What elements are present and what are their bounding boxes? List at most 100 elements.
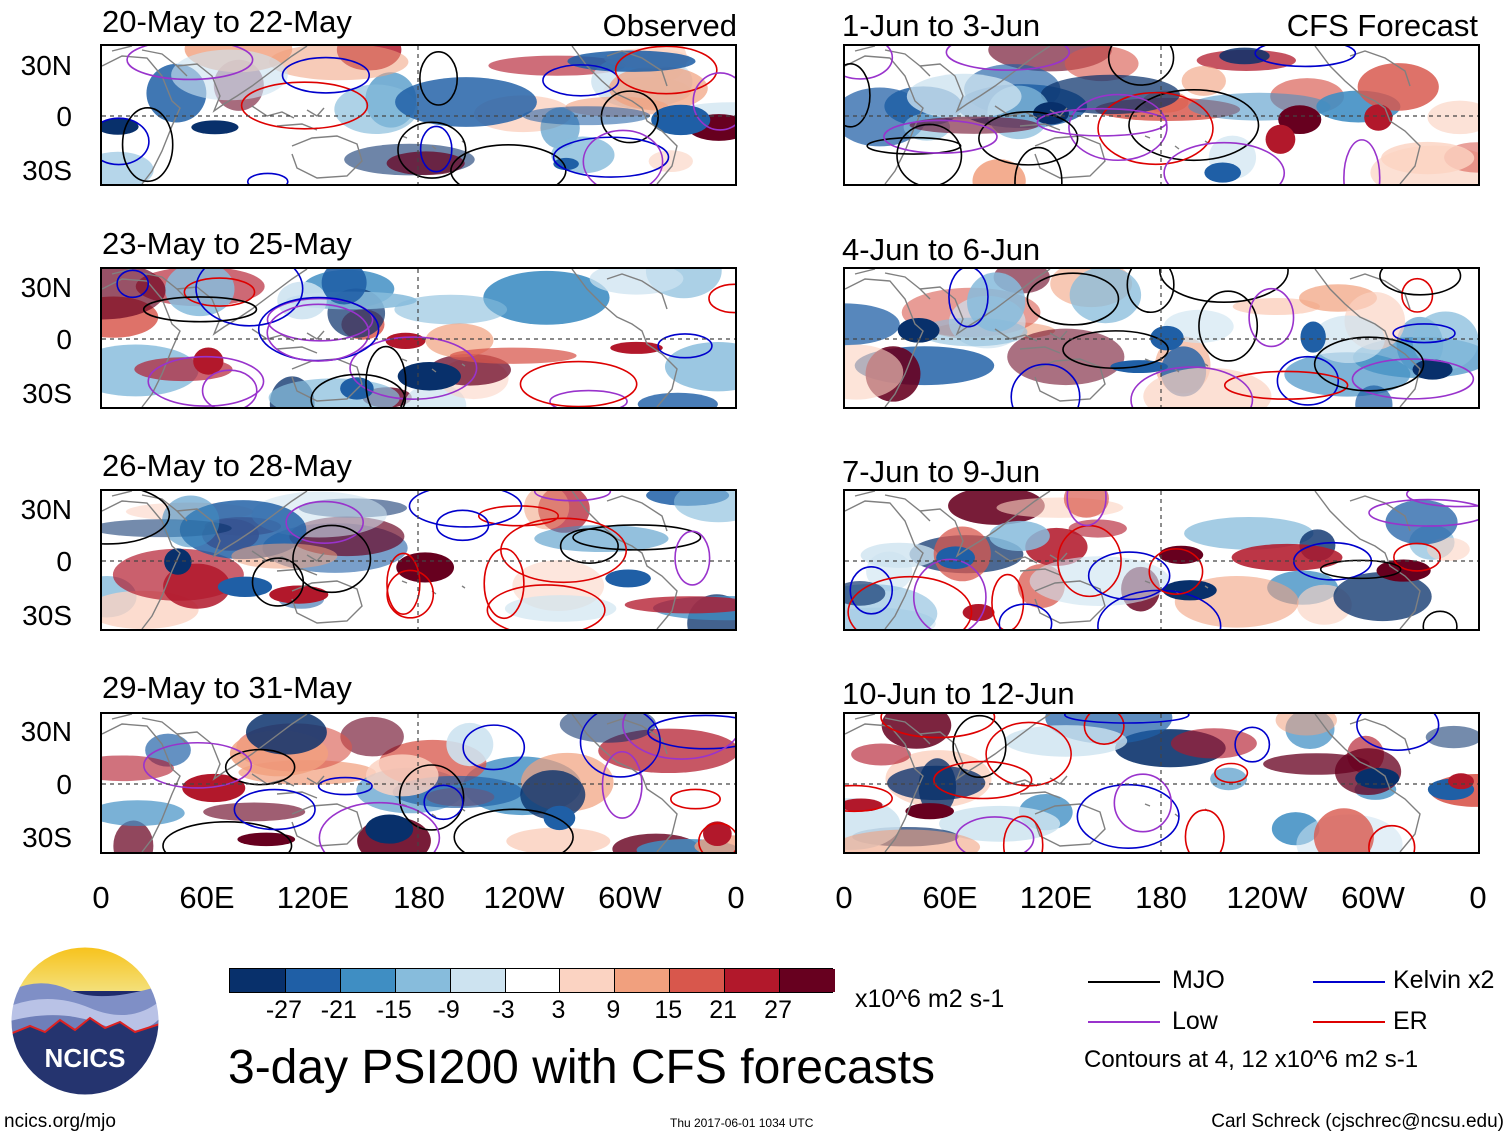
contour-line — [880, 714, 996, 739]
contour-line — [162, 821, 293, 852]
map-panel-forecast-2 — [843, 267, 1480, 409]
anomaly-core — [1204, 162, 1242, 183]
contour-line — [674, 530, 711, 586]
legend-er-label: ER — [1393, 1007, 1428, 1035]
anomaly-blob — [851, 743, 911, 766]
panel-title: 10-Jun to 12-Jun — [842, 676, 1075, 711]
colorbar-tick-label: -3 — [492, 996, 515, 1024]
anomaly-blob — [161, 495, 220, 548]
contour-line — [1393, 542, 1442, 572]
contour-line — [582, 129, 664, 184]
lon-label: 0 — [92, 880, 110, 915]
lat-label: 0 — [56, 546, 72, 577]
contour-line — [657, 333, 713, 359]
contour-line — [998, 603, 1053, 629]
anomaly-blob — [559, 714, 657, 743]
contour-line — [1254, 46, 1357, 68]
anomaly-core — [385, 332, 426, 350]
anomaly-blob — [972, 159, 1026, 184]
colorbar-swatch — [339, 969, 397, 992]
colorbar-tick-label: -21 — [320, 996, 357, 1024]
anomaly-core — [193, 347, 224, 375]
ncics-logo-graphic: NCICS — [10, 946, 160, 1096]
ncics-logo: NCICS — [10, 946, 160, 1096]
contour-line — [233, 788, 316, 831]
contour-line — [266, 297, 374, 342]
coastline — [102, 46, 678, 184]
contour-line — [978, 110, 1079, 166]
anomaly-blob — [446, 722, 494, 767]
contour-line — [477, 505, 560, 527]
anomaly-blob — [1333, 572, 1432, 622]
contour-line — [1392, 323, 1456, 344]
contour-line — [1126, 269, 1175, 314]
anomaly-blob — [1231, 543, 1343, 571]
contour-line — [143, 741, 253, 789]
anomaly-core — [703, 821, 732, 847]
contour-line — [116, 269, 150, 299]
contour-line — [1368, 824, 1416, 852]
anomaly-blob — [245, 714, 327, 755]
map-panel-observed-4 — [100, 712, 737, 854]
contour-line — [1014, 146, 1063, 184]
anomaly-blob — [483, 270, 610, 325]
coastline — [102, 269, 678, 407]
lon-label: 180 — [393, 880, 445, 915]
contour-line — [692, 72, 735, 131]
panel-title: 29-May to 31-May — [102, 670, 352, 705]
anomaly-blob — [145, 733, 191, 767]
anomaly-blob — [203, 802, 306, 822]
anomaly-blob — [504, 595, 617, 622]
anomaly-core — [1150, 325, 1184, 351]
contour-line — [435, 509, 490, 542]
anomaly-core — [1265, 124, 1296, 154]
contour-line — [317, 776, 373, 796]
contour-line — [398, 764, 465, 831]
contour-line — [542, 64, 620, 97]
colorbar-tick-label: -15 — [375, 996, 412, 1024]
anomaly-blob — [1426, 537, 1470, 562]
contour-line — [1184, 809, 1225, 852]
contour-line — [386, 552, 421, 615]
contour-line — [883, 119, 998, 154]
colorbar-swatch — [230, 969, 286, 992]
anomaly-blob — [1427, 100, 1478, 135]
anomaly-blob — [845, 581, 886, 606]
lat-label: 0 — [56, 769, 72, 800]
anomaly-blob — [1069, 269, 1142, 324]
anomaly-blob — [1007, 328, 1125, 386]
anomaly-blob — [425, 323, 494, 358]
legend-low-label: Low — [1172, 1007, 1218, 1035]
contour-line — [847, 575, 973, 629]
anomaly-core — [845, 798, 883, 812]
lon-label: 120E — [1019, 880, 1093, 915]
map-svg — [102, 46, 735, 184]
legend-mjo-line — [1088, 981, 1160, 983]
anomaly-blob — [624, 596, 735, 614]
contour-line — [1010, 363, 1081, 407]
colorbar-units: x10^6 m2 s-1 — [855, 985, 1005, 1013]
contour-line — [266, 303, 370, 362]
contour-line — [614, 46, 718, 95]
anomaly-core — [897, 317, 940, 343]
colorbar — [229, 968, 836, 993]
contour-line — [1062, 330, 1169, 369]
anomaly-core — [962, 603, 995, 622]
contour-line — [533, 491, 612, 502]
anomaly-blob — [506, 827, 611, 852]
colorbar-swatch — [394, 969, 452, 992]
anomaly-blob — [845, 344, 904, 400]
contour-line — [386, 569, 435, 619]
contour-line — [849, 566, 894, 615]
footer-url: ncics.org/mjo — [4, 1111, 116, 1132]
anomaly-blob — [1357, 63, 1439, 111]
lon-label: 120W — [483, 880, 565, 915]
observed-label: Observed — [602, 8, 737, 43]
contour-line — [519, 360, 638, 407]
anomaly-core — [610, 341, 663, 354]
panel-title: 1-Jun to 3-Jun — [842, 8, 1041, 43]
contour-line — [126, 46, 254, 81]
coastline — [102, 491, 678, 629]
contour-line — [601, 750, 643, 819]
anomaly-blob — [845, 829, 981, 852]
